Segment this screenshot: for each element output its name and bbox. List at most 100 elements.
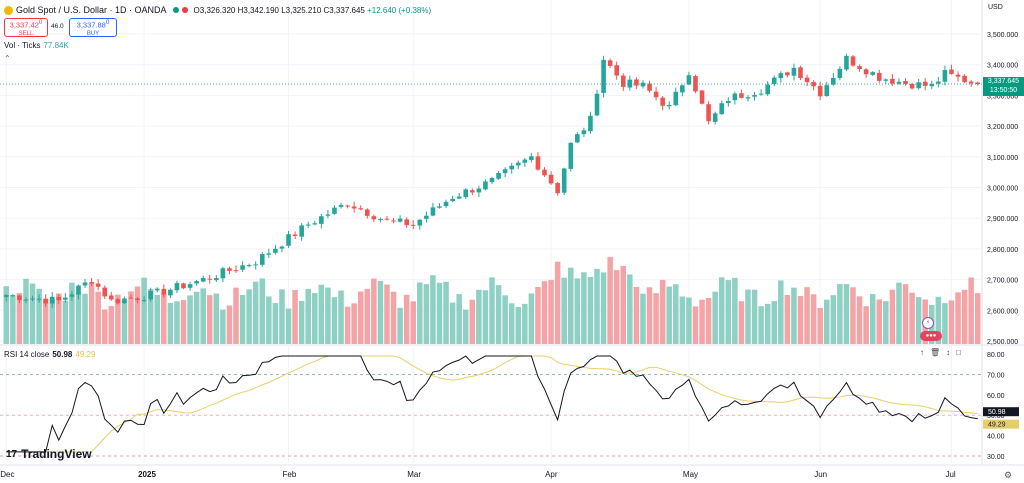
buy-button[interactable]: 3,337.880 BUY	[69, 18, 117, 37]
volume-bar	[69, 282, 75, 344]
volume-bar	[738, 301, 745, 344]
symbol-title[interactable]: Gold Spot / U.S. Dollar · 1D · OANDA	[16, 5, 167, 15]
current-price: 3,337.645	[987, 78, 1020, 85]
volume-bar	[666, 286, 672, 344]
rsi-legend[interactable]: RSI 14 close 50.98 49.29	[4, 350, 95, 359]
volume-bar	[456, 294, 462, 344]
volume-bar	[607, 256, 613, 344]
candle-body	[220, 268, 226, 279]
move-up-icon[interactable]: ↑	[920, 348, 924, 357]
rsi-tick-label: 80.00	[987, 352, 1005, 359]
ohlc-values: O3,326.320 H3,342.190 L3,325.210 C3,337.…	[194, 6, 432, 15]
candle-body	[292, 234, 298, 236]
candle-body	[200, 278, 206, 282]
candle-body	[719, 103, 725, 115]
candle-body	[483, 181, 488, 190]
volume-legend[interactable]: Vol · Ticks 77.84K	[4, 41, 69, 50]
candle-body	[752, 94, 757, 97]
candle-body	[391, 220, 396, 222]
volume-bar	[482, 290, 489, 344]
candle-body	[922, 81, 928, 86]
candle-body	[227, 268, 232, 271]
volume-label: Vol · Ticks	[4, 41, 41, 50]
candle-body	[161, 288, 167, 295]
collapse-chevron-icon[interactable]: ⌃	[4, 54, 11, 63]
volume-bar	[410, 301, 416, 344]
volume-bar	[751, 289, 758, 344]
volume-bar	[423, 284, 430, 344]
delete-icon[interactable]: 🗑	[930, 348, 941, 357]
candle-body	[207, 278, 213, 280]
volume-bar	[686, 297, 692, 344]
rsi-ma-tag	[983, 419, 1019, 429]
gold-logo-icon	[4, 5, 13, 15]
price-tick-label: 2,700.000	[987, 278, 1018, 285]
volume-bar	[561, 277, 567, 344]
volume-bar	[233, 287, 239, 344]
tradingview-logo[interactable]: 17 TradingView	[6, 447, 92, 461]
volume-bar	[174, 301, 180, 344]
time-tick-label: Feb	[283, 470, 297, 479]
candle-body	[82, 282, 88, 286]
volume-bar	[961, 289, 968, 344]
volume-bar	[705, 297, 712, 344]
change-value: +12.640 (+0.38%)	[367, 5, 432, 15]
volume-bar	[443, 281, 449, 344]
volume-bar	[154, 295, 161, 344]
volume-bar	[121, 300, 128, 344]
pane-toolbar: ↑ 🗑 ↕ □	[920, 348, 961, 357]
candle-body	[529, 156, 534, 161]
time-tick-label: Jun	[814, 470, 827, 479]
collapse-pane-icon[interactable]: ↕	[946, 348, 951, 357]
volume-bar	[338, 290, 344, 344]
lightning-icon[interactable]: ⚡	[922, 317, 934, 329]
candle-body	[680, 85, 685, 93]
candle-body	[739, 93, 744, 98]
volume-bar	[10, 295, 16, 344]
volume-bar	[417, 282, 423, 344]
candle-body	[890, 78, 895, 84]
low-value: L3,325.210	[281, 5, 322, 15]
candle-body	[575, 134, 580, 143]
candle-body	[148, 290, 153, 300]
volume-bar	[42, 299, 49, 344]
volume-bar	[837, 283, 843, 344]
candle-body	[817, 85, 823, 97]
candle-body	[660, 97, 665, 106]
volume-bar	[331, 297, 338, 344]
candle-body	[804, 77, 810, 83]
candle-body	[410, 224, 416, 226]
currency-label[interactable]: USD	[988, 4, 1003, 11]
candle-body	[699, 90, 705, 104]
price-tick-label: 3,000.000	[987, 186, 1018, 193]
rsi-tick-label: 40.00	[987, 434, 1005, 441]
candle-body	[627, 79, 633, 88]
candle-body	[154, 288, 160, 291]
volume-bar	[909, 292, 915, 344]
volume-bar	[548, 280, 554, 344]
time-tick-label: May	[683, 470, 698, 479]
rsi-tick-label: 70.00	[987, 372, 1005, 379]
volume-bar	[147, 289, 154, 344]
sell-button[interactable]: 3,337.420 SELL	[4, 18, 48, 37]
high-value: H3,342.190	[237, 5, 279, 15]
volume-bar	[600, 272, 607, 344]
volume-bar	[817, 307, 823, 344]
volume-bar	[574, 278, 581, 344]
candle-body	[168, 289, 173, 296]
candle-body	[673, 91, 679, 106]
price-tick-label: 3,100.000	[987, 155, 1018, 162]
buy-price-sup: 0	[105, 19, 110, 26]
events-badge-icon[interactable]: ●●●	[920, 331, 942, 341]
candle-body	[332, 207, 337, 214]
volume-bar	[758, 306, 764, 344]
maximize-pane-icon[interactable]: □	[956, 348, 961, 357]
volume-bar	[791, 287, 797, 344]
candle-body	[463, 189, 469, 198]
candle-body	[968, 81, 974, 84]
gear-icon[interactable]: ⚙	[1004, 470, 1013, 480]
spread-value: 46.0	[51, 23, 64, 30]
volume-bar	[115, 294, 121, 344]
candle-body	[470, 190, 475, 193]
